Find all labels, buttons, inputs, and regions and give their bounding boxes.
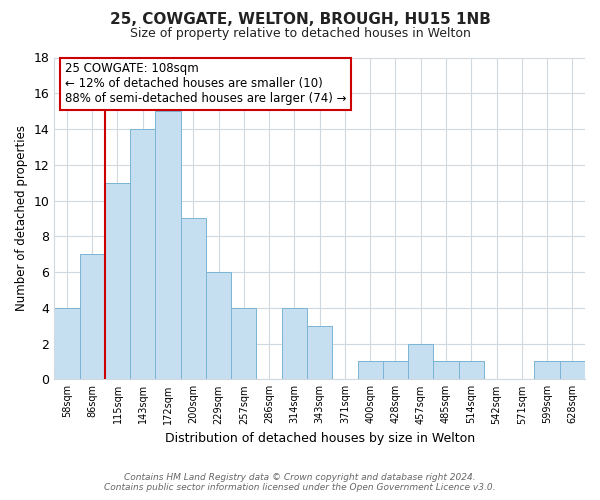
Y-axis label: Number of detached properties: Number of detached properties bbox=[15, 126, 28, 312]
Bar bbox=[54, 308, 80, 380]
Bar bbox=[282, 308, 307, 380]
Bar bbox=[458, 362, 484, 380]
X-axis label: Distribution of detached houses by size in Welton: Distribution of detached houses by size … bbox=[164, 432, 475, 445]
Bar bbox=[560, 362, 585, 380]
Bar bbox=[231, 308, 256, 380]
Text: Size of property relative to detached houses in Welton: Size of property relative to detached ho… bbox=[130, 28, 470, 40]
Bar bbox=[105, 182, 130, 380]
Bar bbox=[206, 272, 231, 380]
Bar bbox=[130, 129, 155, 380]
Bar bbox=[358, 362, 383, 380]
Bar bbox=[307, 326, 332, 380]
Bar bbox=[535, 362, 560, 380]
Bar bbox=[181, 218, 206, 380]
Bar bbox=[383, 362, 408, 380]
Text: Contains HM Land Registry data © Crown copyright and database right 2024.
Contai: Contains HM Land Registry data © Crown c… bbox=[104, 473, 496, 492]
Text: 25 COWGATE: 108sqm
← 12% of detached houses are smaller (10)
88% of semi-detache: 25 COWGATE: 108sqm ← 12% of detached hou… bbox=[65, 62, 346, 106]
Bar bbox=[80, 254, 105, 380]
Bar bbox=[408, 344, 433, 380]
Bar bbox=[155, 111, 181, 380]
Text: 25, COWGATE, WELTON, BROUGH, HU15 1NB: 25, COWGATE, WELTON, BROUGH, HU15 1NB bbox=[110, 12, 490, 28]
Bar bbox=[433, 362, 458, 380]
